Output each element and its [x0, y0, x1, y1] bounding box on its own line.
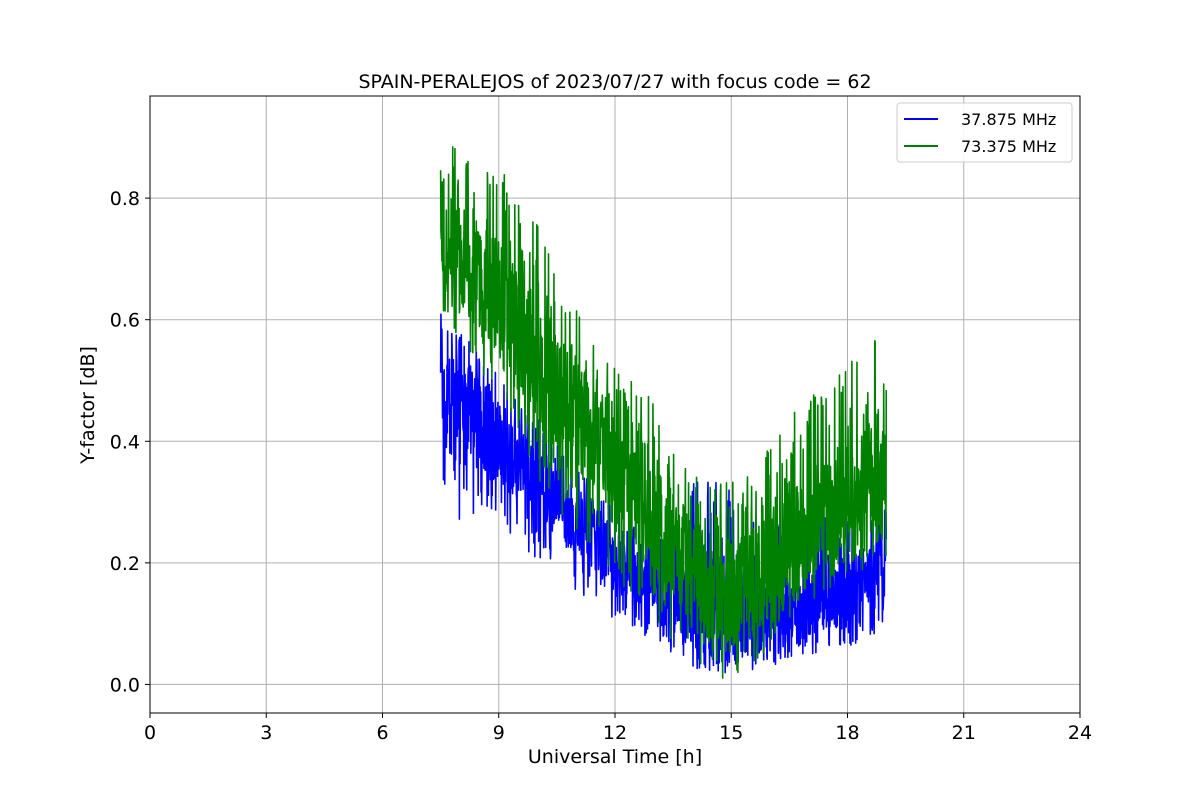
y-tick-label: 0.0 — [110, 674, 140, 696]
chart-title: SPAIN-PERALEJOS of 2023/07/27 with focus… — [358, 71, 871, 93]
legend: 37.875 MHz 73.375 MHz — [896, 102, 1073, 163]
x-tick-label: 6 — [376, 722, 388, 744]
x-axis-title: Universal Time [h] — [528, 746, 702, 768]
x-tick-label: 3 — [260, 722, 272, 744]
series-line-73375mhz — [439, 146, 888, 679]
series-line-37875mhz — [439, 313, 888, 674]
y-tick-label: 0.8 — [110, 188, 140, 210]
x-axis: 0 3 6 9 12 15 18 21 24 — [144, 713, 1092, 744]
x-tick-label: 0 — [144, 722, 156, 744]
y-tick-label: 0.2 — [110, 553, 140, 575]
x-tick-label: 18 — [835, 722, 859, 744]
series-layer — [439, 146, 888, 679]
x-tick-label: 9 — [493, 722, 505, 744]
legend-label-37875: 37.875 MHz — [961, 110, 1056, 129]
y-tick-label: 0.6 — [110, 310, 140, 332]
x-tick-label: 24 — [1068, 722, 1092, 744]
y-tick-label: 0.4 — [110, 431, 140, 453]
y-axis: 0.0 0.2 0.4 0.6 0.8 — [110, 188, 150, 696]
x-tick-label: 12 — [603, 722, 627, 744]
legend-box — [896, 102, 1073, 163]
legend-label-73375: 73.375 MHz — [961, 137, 1056, 156]
y-axis-title: Y-factor [dB] — [77, 346, 99, 465]
x-tick-label: 15 — [719, 722, 743, 744]
x-tick-label: 21 — [952, 722, 976, 744]
